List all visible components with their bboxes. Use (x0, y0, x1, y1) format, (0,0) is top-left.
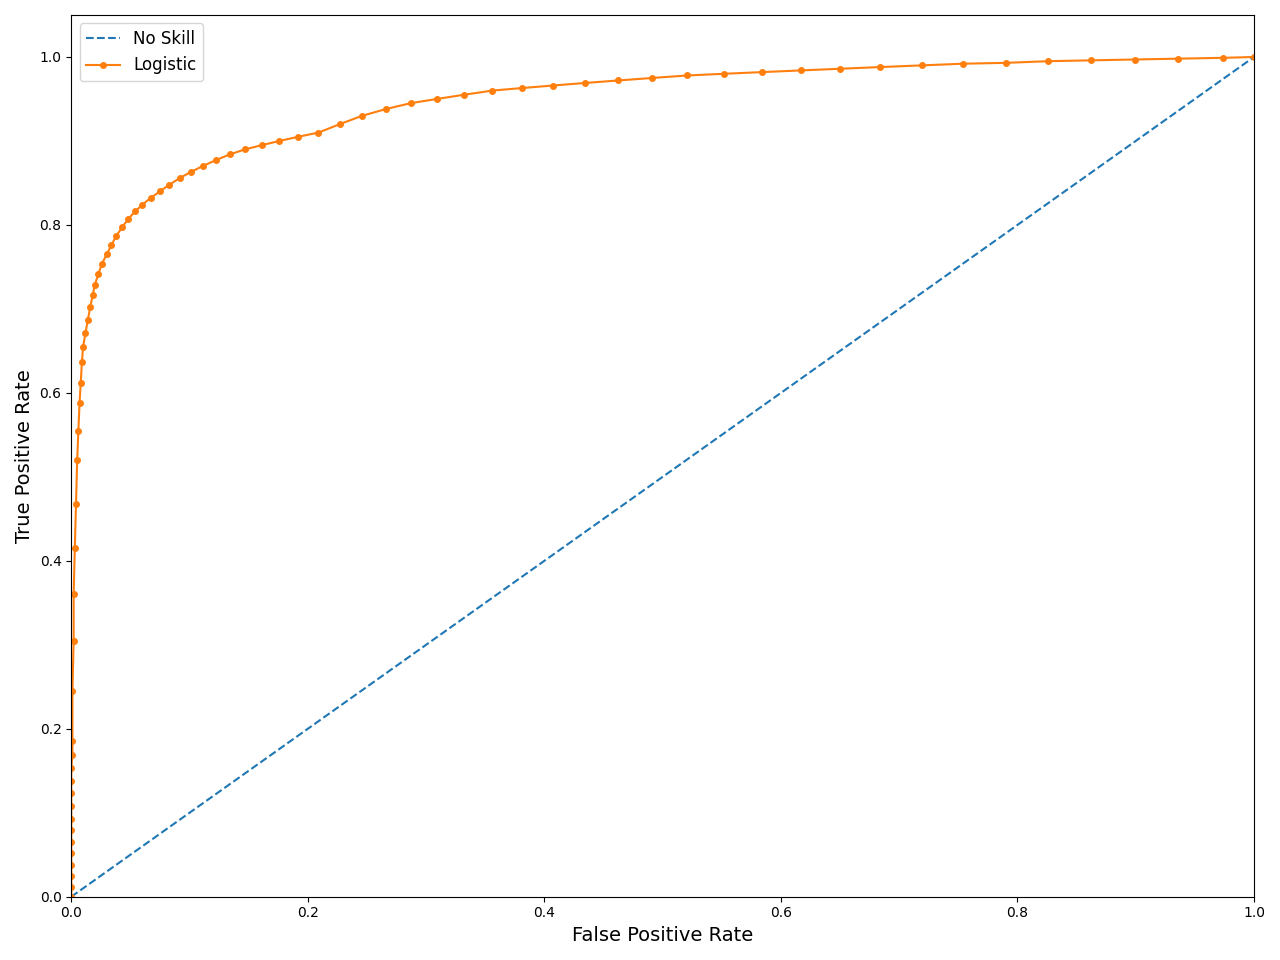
X-axis label: False Positive Rate: False Positive Rate (572, 926, 753, 945)
Logistic (72, 397, 87, 409)
Logistic (1247, 51, 1262, 62)
Y-axis label: True Positive Rate: True Positive Rate (15, 369, 35, 542)
Legend: No Skill, Logistic: No Skill, Logistic (79, 23, 202, 81)
Logistic (99, 249, 114, 260)
Logistic (207, 155, 223, 166)
Logistic (456, 89, 471, 101)
Logistic (64, 891, 79, 902)
Logistic (95, 258, 110, 270)
Line: Logistic: Logistic (69, 54, 1257, 900)
Logistic (69, 454, 84, 466)
